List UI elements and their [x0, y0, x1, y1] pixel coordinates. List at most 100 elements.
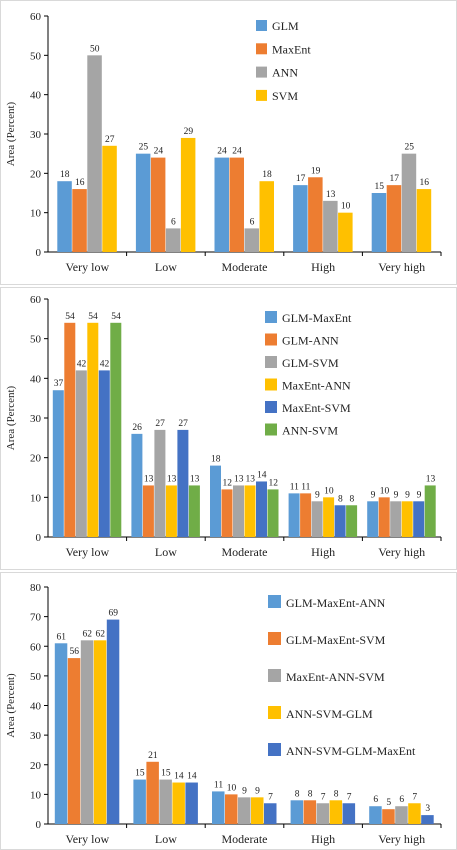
x-tick-label: Very low	[65, 545, 109, 559]
y-tick-label: 0	[36, 247, 42, 259]
y-tick-label: 30	[30, 129, 42, 141]
data-label: 13	[167, 474, 177, 484]
x-tick-label: Moderate	[222, 260, 268, 274]
data-label: 14	[187, 772, 197, 782]
data-label: 19	[311, 166, 321, 176]
data-label: 13	[326, 190, 336, 200]
legend-label: GLM	[272, 19, 299, 33]
y-tick-label: 70	[30, 612, 42, 624]
x-tick-label: Low	[155, 260, 177, 274]
data-label: 8	[308, 789, 313, 799]
data-label: 8	[295, 789, 300, 799]
bar	[390, 501, 402, 537]
x-tick-label: High	[311, 545, 335, 559]
legend: GLM-MaxEnt GLM-ANN GLM-SVM MaxEnt-ANN MaxEnt…	[265, 311, 352, 438]
data-label: 10	[341, 202, 351, 212]
bar	[188, 485, 200, 537]
bar	[150, 157, 166, 252]
legend-swatch	[265, 311, 277, 323]
bar	[413, 501, 425, 537]
bar	[290, 800, 304, 824]
legend-label: GLM-MaxEnt-SVM	[286, 633, 386, 647]
bar	[408, 803, 421, 824]
legend-label: MaxEnt	[272, 42, 311, 56]
x-tick-label: Moderate	[222, 832, 268, 846]
legend-swatch	[256, 20, 267, 31]
data-label: 9	[417, 490, 422, 500]
bar	[64, 322, 76, 537]
legend-label: GLM-SVM	[282, 356, 339, 370]
bar	[185, 782, 198, 824]
bar	[177, 429, 189, 537]
y-tick-label: 30	[30, 413, 42, 425]
bar	[369, 806, 382, 824]
data-label: 8	[349, 494, 354, 504]
bar	[93, 640, 107, 824]
bar	[133, 779, 146, 824]
data-label: 6	[373, 795, 378, 805]
data-label: 17	[296, 174, 306, 184]
x-tick-label: Moderate	[222, 545, 268, 559]
data-label: 5	[386, 798, 391, 808]
x-tick-label: High	[311, 260, 335, 274]
data-label: 18	[262, 170, 272, 180]
data-label: 42	[77, 359, 87, 369]
legend-swatch	[265, 401, 277, 413]
data-label: 3	[425, 804, 430, 814]
legend-swatch	[265, 423, 277, 436]
bar	[110, 322, 122, 537]
data-label: 11	[290, 482, 299, 492]
data-label: 13	[190, 474, 200, 484]
bar	[131, 433, 143, 537]
data-label: 26	[132, 423, 142, 433]
x-tick-label: Very high	[378, 545, 425, 559]
data-label: 10	[227, 783, 237, 793]
data-label: 18	[211, 455, 221, 465]
bar	[334, 505, 346, 537]
chart-3: Area (Percent) 0 10 20 30 40 50 60 70 80 Very low 6…	[0, 572, 457, 850]
bar	[288, 493, 300, 537]
legend-swatch	[268, 595, 281, 608]
y-tick-label: 40	[30, 701, 42, 713]
bar	[106, 619, 120, 824]
bar	[323, 200, 338, 252]
bar	[80, 640, 94, 824]
data-label: 9	[371, 490, 376, 500]
bar	[212, 791, 225, 824]
data-label: 7	[412, 792, 417, 802]
bar	[57, 181, 72, 252]
y-tick-label: 10	[30, 789, 42, 801]
bar	[316, 803, 330, 824]
bar	[251, 797, 264, 824]
bar	[244, 485, 256, 537]
data-label: 10	[324, 486, 334, 496]
bar	[264, 803, 277, 824]
bar	[135, 153, 151, 252]
data-label: 8	[334, 789, 339, 799]
data-label: 10	[380, 486, 390, 496]
y-tick-label: 30	[30, 730, 42, 742]
data-label: 14	[174, 772, 184, 782]
data-label: 6	[399, 795, 404, 805]
bar	[210, 465, 221, 537]
data-label: 11	[214, 780, 223, 790]
bar	[267, 489, 279, 537]
y-axis-label: Area (Percent)	[5, 673, 17, 738]
legend-swatch	[256, 89, 267, 101]
bar	[214, 157, 229, 252]
legend-label: ANN-SVM-GLM	[286, 707, 373, 721]
bar	[233, 485, 244, 537]
legend: GLM-MaxEnt-ANN GLM-MaxEnt-SVM MaxEnt-ANN-S…	[268, 595, 416, 758]
bar	[87, 55, 102, 253]
data-label: 62	[96, 629, 106, 639]
bar	[52, 390, 64, 537]
bar	[180, 137, 196, 252]
bar	[87, 322, 99, 537]
bar	[342, 803, 356, 824]
data-label: 13	[426, 474, 436, 484]
bar	[401, 153, 417, 252]
data-label: 29	[184, 127, 194, 137]
legend-swatch	[265, 333, 277, 346]
data-label: 54	[111, 312, 121, 322]
